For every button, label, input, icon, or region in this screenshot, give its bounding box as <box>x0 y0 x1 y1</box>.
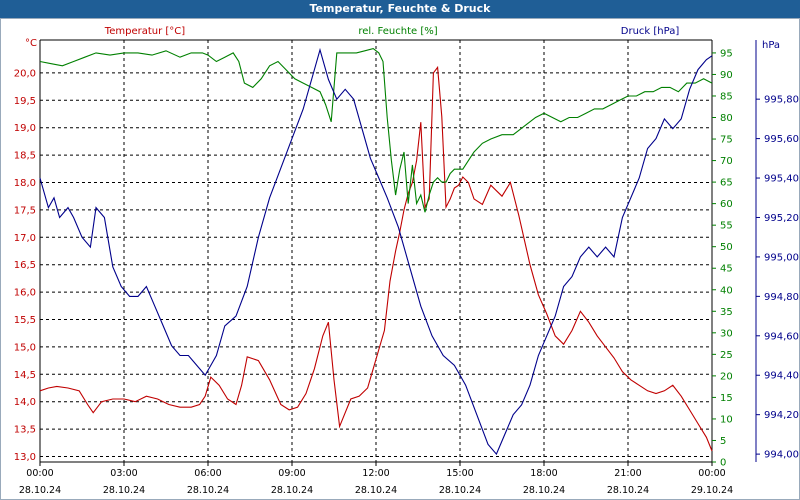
grid <box>39 39 757 463</box>
x-tick-date: 28.10.24 <box>439 485 481 496</box>
x-tick-time: 21:00 <box>614 468 641 479</box>
humidity-tick-label: 40 <box>720 285 733 296</box>
humidity-tick-label: 65 <box>720 178 733 189</box>
humidity-tick-label: 55 <box>720 221 733 232</box>
x-ticks: 00:00 28.10.24 03:00 28.10.24 06:00 28.10.24 0… <box>19 462 733 496</box>
pressure-axis-unit: hPa <box>762 40 780 51</box>
chart-svg: °C Temperatur [°C] rel. Feuchte [%] Druc… <box>14 26 799 496</box>
pressure-tick-label: 995,00 <box>764 252 799 263</box>
x-tick-time: 03:00 <box>110 468 137 479</box>
humidity-tick-label: 0 <box>720 458 726 469</box>
humidity-tick-label: 90 <box>720 70 733 81</box>
humidity-tick-label: 25 <box>720 350 733 361</box>
temperature-tick-label: 15,0 <box>14 342 36 353</box>
x-tick-date: 28.10.24 <box>19 485 61 496</box>
temperature-ticks: 13,0 13,5 14,0 14,5 15,0 15,5 16,0 16,5 17,0 17,5… <box>14 68 36 463</box>
humidity-tick-label: 85 <box>720 91 733 102</box>
x-tick-date: 28.10.24 <box>355 485 397 496</box>
series-line-humidity <box>39 47 713 213</box>
temperature-tick-label: 14,5 <box>14 370 36 381</box>
humidity-tick-label: 45 <box>720 264 733 275</box>
x-tick-time: 06:00 <box>194 468 221 479</box>
humidity-axis-label: rel. Feuchte [%] <box>358 26 437 37</box>
pressure-tick-label: 994,00 <box>764 450 799 461</box>
x-tick-time: 15:00 <box>446 468 473 479</box>
x-tick-time: 00:00 <box>26 468 53 479</box>
series-line-temperature <box>39 65 713 452</box>
temperature-tick-label: 17,5 <box>14 205 36 216</box>
x-tick-date: 28.10.24 <box>187 485 229 496</box>
temperature-axis-unit: °C <box>25 38 37 49</box>
x-tick-date: 28.10.24 <box>271 485 313 496</box>
pressure-tick-label: 995,40 <box>764 174 799 185</box>
x-tick-date: 28.10.24 <box>103 485 145 496</box>
humidity-tick-label: 15 <box>720 393 733 404</box>
humidity-tick-label: 35 <box>720 307 733 318</box>
x-tick-time: 18:00 <box>530 468 557 479</box>
pressure-tick-label: 994,80 <box>764 292 799 303</box>
temperature-tick-label: 13,0 <box>14 452 36 463</box>
temperature-tick-label: 15,5 <box>14 315 36 326</box>
series-group <box>39 47 713 456</box>
x-tick-date: 28.10.24 <box>607 485 649 496</box>
humidity-tick-label: 70 <box>720 156 733 167</box>
pressure-tick-label: 994,60 <box>764 331 799 342</box>
x-tick-date: 29.10.24 <box>691 485 733 496</box>
humidity-tick-label: 10 <box>720 414 733 425</box>
temperature-tick-label: 16,5 <box>14 260 36 271</box>
pressure-tick-label: 994,20 <box>764 410 799 421</box>
series-line-pressure <box>39 47 713 456</box>
x-tick-time: 09:00 <box>278 468 305 479</box>
pressure-tick-label: 994,40 <box>764 371 799 382</box>
temperature-tick-label: 19,5 <box>14 96 36 107</box>
temperature-tick-label: 17,0 <box>14 233 36 244</box>
humidity-ticks: 0 5 10 15 20 25 30 35 40 45 50 55 60 65 70 75 80 85 90 95 <box>712 48 733 469</box>
x-tick-date: 28.10.24 <box>523 485 565 496</box>
humidity-tick-label: 50 <box>720 242 733 253</box>
humidity-tick-label: 60 <box>720 199 733 210</box>
temperature-tick-label: 16,0 <box>14 288 36 299</box>
humidity-tick-label: 5 <box>720 436 726 447</box>
pressure-tick-label: 995,60 <box>764 134 799 145</box>
temperature-tick-label: 13,5 <box>14 425 36 436</box>
humidity-tick-label: 30 <box>720 328 733 339</box>
pressure-tick-label: 995,20 <box>764 213 799 224</box>
chart-title: Temperatur, Feuchte & Druck <box>0 0 800 18</box>
axis-labels: °C Temperatur [°C] rel. Feuchte [%] Druc… <box>25 26 780 51</box>
pressure-tick-label: 995,80 <box>764 95 799 106</box>
x-tick-time: 12:00 <box>362 468 389 479</box>
temperature-axis-label: Temperatur [°C] <box>104 26 185 37</box>
humidity-tick-label: 95 <box>720 48 733 59</box>
temperature-tick-label: 19,0 <box>14 123 36 134</box>
humidity-tick-label: 20 <box>720 371 733 382</box>
temperature-tick-label: 20,0 <box>14 68 36 79</box>
pressure-ticks: 994,00 994,20 994,40 994,60 994,80 995,00 995,… <box>756 95 799 461</box>
pressure-axis-label: Druck [hPa] <box>621 26 680 37</box>
temperature-tick-label: 18,0 <box>14 178 36 189</box>
x-tick-time: 00:00 <box>698 468 725 479</box>
temperature-tick-label: 18,5 <box>14 151 36 162</box>
humidity-tick-label: 75 <box>720 135 733 146</box>
humidity-tick-label: 80 <box>720 113 733 124</box>
temperature-tick-label: 14,0 <box>14 397 36 408</box>
